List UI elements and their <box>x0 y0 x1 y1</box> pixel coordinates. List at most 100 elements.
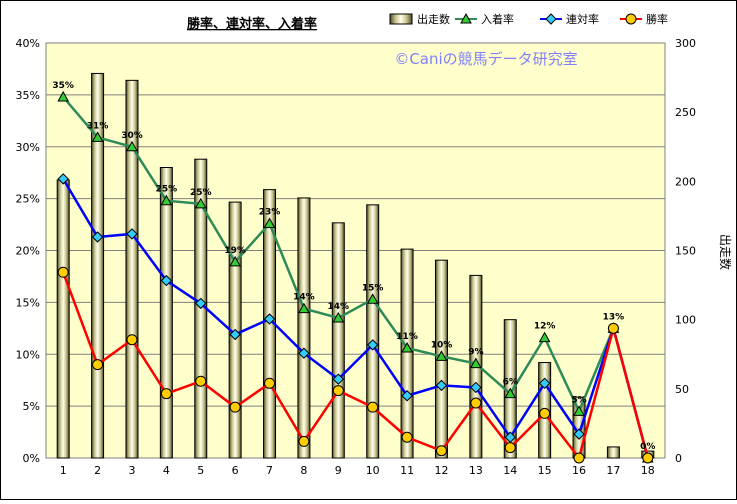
y-left-tick-label: 25% <box>16 193 40 206</box>
watermark: ©Caniの競馬データ研究室 <box>394 50 577 68</box>
bar <box>159 167 173 459</box>
data-label: 35% <box>52 81 74 91</box>
gridlines <box>46 94 665 407</box>
data-point <box>470 381 482 394</box>
legend-item: 出走数 <box>389 12 450 26</box>
legend-label: 入着率 <box>481 12 514 26</box>
data-point <box>539 407 551 419</box>
legend-label: 連対率 <box>566 12 599 26</box>
data-label: 13% <box>603 312 625 322</box>
x-tick-label: 15 <box>538 464 552 477</box>
y2-axis-label: 出走数 <box>718 234 733 270</box>
data-point <box>263 313 276 325</box>
series-line <box>62 96 650 459</box>
data-point <box>538 331 551 343</box>
data-point <box>126 334 138 346</box>
data-point <box>470 357 482 369</box>
x-tick-label: 10 <box>366 464 380 477</box>
data-point <box>367 401 379 413</box>
data-point <box>229 401 241 413</box>
bar <box>125 79 139 459</box>
x-tick-label: 9 <box>335 464 342 477</box>
y-left-tick-label: 5% <box>23 400 40 413</box>
x-tick-label: 12 <box>434 464 448 477</box>
data-point <box>160 274 173 287</box>
data-label: 14% <box>293 293 315 303</box>
data-point <box>91 131 104 142</box>
bar <box>366 204 380 459</box>
y-right-tick-label: 0 <box>675 452 682 465</box>
x-tick-label: 11 <box>400 464 414 477</box>
line-series <box>57 90 654 464</box>
data-label: 25% <box>156 185 178 195</box>
y-left-tick-label: 35% <box>16 89 40 102</box>
y-left-tick-label: 10% <box>16 348 40 361</box>
data-label: 5% <box>571 395 586 405</box>
bar <box>331 222 345 459</box>
data-point <box>470 397 482 409</box>
data-point <box>160 388 172 400</box>
data-point <box>298 435 310 447</box>
data-point <box>91 231 104 243</box>
data-point <box>538 377 551 390</box>
data-point <box>642 452 654 464</box>
data-label: 31% <box>87 121 109 131</box>
data-point <box>504 387 517 399</box>
data-point <box>92 359 104 371</box>
data-point <box>401 341 413 353</box>
data-point <box>401 431 413 443</box>
legend-item: 勝率 <box>620 12 668 26</box>
data-point <box>264 377 276 389</box>
bar <box>56 179 70 459</box>
chart-title: 勝率、連対率、入着率 <box>187 16 317 32</box>
data-point <box>263 217 276 229</box>
y-right-tick-label: 200 <box>675 175 696 188</box>
legend-item: 入着率 <box>455 12 514 26</box>
data-label: 0% <box>640 442 655 452</box>
bar <box>297 197 311 459</box>
data-point <box>504 442 516 454</box>
data-label: 19% <box>224 246 246 256</box>
data-point <box>57 173 69 185</box>
data-point <box>195 297 207 310</box>
data-label: 25% <box>190 188 212 198</box>
data-point <box>229 328 241 341</box>
data-label: 10% <box>431 340 453 350</box>
data-point <box>625 13 637 25</box>
x-tick-label: 3 <box>128 464 135 477</box>
data-point <box>607 322 619 334</box>
y-left-tick-label: 20% <box>16 245 40 258</box>
data-label: 14% <box>328 302 350 312</box>
data-label: 30% <box>121 131 143 141</box>
data-point <box>460 12 472 24</box>
data-label: 12% <box>534 322 556 332</box>
x-tick-label: 7 <box>266 464 273 477</box>
data-label: 15% <box>362 283 384 293</box>
axes: 0%5%10%15%20%25%30%35%40%050100150200250… <box>16 37 696 477</box>
bar <box>606 446 620 459</box>
legend-item: 連対率 <box>540 12 599 26</box>
y-left-tick-label: 15% <box>16 296 40 309</box>
legend-label: 勝率 <box>646 12 668 26</box>
x-tick-label: 13 <box>469 464 483 477</box>
x-tick-label: 1 <box>60 464 67 477</box>
data-point <box>298 347 310 359</box>
data-point <box>366 339 379 351</box>
legend-swatch <box>389 13 413 25</box>
data-point <box>435 350 448 361</box>
x-tick-label: 14 <box>503 464 517 477</box>
y-left-tick-label: 30% <box>16 141 40 154</box>
data-point <box>573 428 585 440</box>
data-point <box>332 311 345 323</box>
y-left-tick-label: 0% <box>23 452 40 465</box>
x-tick-label: 5 <box>197 464 204 477</box>
y-right-tick-label: 100 <box>675 314 696 327</box>
data-point <box>366 293 379 304</box>
data-labels: 35% 31% 30% 25% 25% 19% 23% 14% 14% 15% 11% 10% 9% 6%… <box>52 81 655 452</box>
y-right-tick-label: 150 <box>675 245 696 258</box>
data-point <box>573 405 585 416</box>
data-label: 6% <box>503 378 518 388</box>
data-point <box>401 390 413 402</box>
data-point <box>195 375 207 387</box>
